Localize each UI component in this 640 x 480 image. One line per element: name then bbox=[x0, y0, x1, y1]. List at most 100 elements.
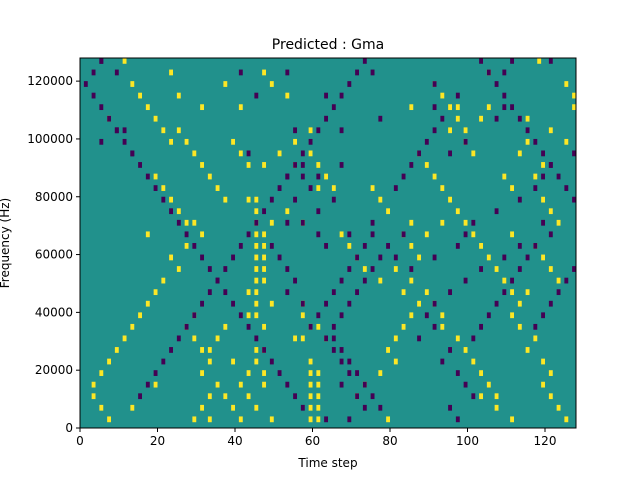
heatmap-cell-low bbox=[285, 173, 290, 180]
heatmap-cell-high bbox=[254, 347, 259, 353]
heatmap-cell-low bbox=[409, 266, 414, 272]
heatmap-cell-high bbox=[254, 208, 259, 215]
heatmap-cell-low bbox=[517, 243, 522, 249]
x-tick-label: 40 bbox=[227, 434, 242, 448]
heatmap-cell-low bbox=[285, 266, 290, 272]
heatmap-cell-high bbox=[99, 370, 104, 376]
heatmap-cell-high bbox=[517, 150, 522, 157]
heatmap-cell-low bbox=[572, 266, 577, 272]
heatmap-cell-low bbox=[293, 162, 298, 168]
heatmap-cell-low bbox=[347, 81, 352, 87]
heatmap-cell-high bbox=[517, 323, 522, 330]
heatmap-cell-high bbox=[308, 370, 313, 376]
heatmap-cell-high bbox=[215, 185, 220, 191]
heatmap-cell-high bbox=[246, 162, 251, 168]
heatmap-cell-high bbox=[176, 208, 181, 215]
heatmap-cell-low bbox=[541, 312, 546, 319]
heatmap-cell-high bbox=[293, 138, 298, 145]
heatmap-cell-high bbox=[393, 358, 398, 365]
heatmap-cell-high bbox=[238, 150, 243, 157]
heatmap-cell-low bbox=[324, 335, 329, 342]
heatmap-cell-low bbox=[254, 335, 259, 342]
heatmap-cell-low bbox=[130, 150, 135, 157]
heatmap-cell-low bbox=[339, 92, 344, 99]
heatmap-cell-low bbox=[355, 393, 360, 400]
heatmap-cell-low bbox=[424, 138, 429, 145]
heatmap-cell-low bbox=[486, 312, 491, 319]
heatmap-cell-high bbox=[231, 138, 236, 145]
heatmap-cell-high bbox=[308, 381, 313, 388]
heatmap-cell-high bbox=[223, 393, 228, 400]
heatmap-cell-low bbox=[285, 289, 290, 296]
x-axis-ticks: 0 20 40 60 80 100 120 bbox=[76, 428, 556, 448]
y-tick-label: 100000 bbox=[27, 132, 73, 146]
heatmap-cell-high bbox=[455, 208, 460, 215]
heatmap-cell-high bbox=[262, 162, 267, 168]
heatmap-cell-high bbox=[184, 219, 189, 226]
heatmap-cell-low bbox=[324, 243, 329, 249]
heatmap-cell-low bbox=[300, 150, 305, 157]
heatmap-cell-high bbox=[207, 393, 212, 400]
heatmap-cell-low bbox=[448, 289, 453, 296]
heatmap-cell-high bbox=[269, 416, 274, 423]
y-tick-label: 80000 bbox=[35, 190, 73, 204]
heatmap-cell-high bbox=[215, 335, 220, 342]
heatmap-cell-high bbox=[455, 104, 460, 111]
heatmap-cell-low bbox=[331, 347, 336, 353]
heatmap-cell-high bbox=[145, 104, 150, 111]
heatmap-cell-high bbox=[510, 416, 515, 423]
y-tick-label: 60000 bbox=[35, 248, 73, 262]
heatmap-cell-high bbox=[99, 404, 104, 411]
heatmap-cell-high bbox=[169, 196, 174, 203]
heatmap-cell-low bbox=[83, 81, 88, 87]
heatmap-cell-high bbox=[262, 231, 267, 238]
heatmap-cell-high bbox=[510, 185, 515, 191]
heatmap-cell-low bbox=[153, 185, 158, 191]
heatmap-cell-high bbox=[300, 312, 305, 319]
heatmap-cell-high bbox=[161, 127, 166, 134]
heatmap-cell-high bbox=[184, 138, 189, 145]
heatmap-cell-low bbox=[285, 219, 290, 226]
heatmap-cell-high bbox=[91, 381, 96, 388]
heatmap-cell-low bbox=[432, 300, 437, 307]
heatmap-cell-high bbox=[254, 289, 259, 296]
heatmap-cell-high bbox=[440, 92, 445, 99]
heatmap-cell-low bbox=[417, 335, 422, 342]
heatmap-cell-high bbox=[324, 173, 329, 180]
heatmap-cell-high bbox=[262, 323, 267, 330]
heatmap-cell-high bbox=[130, 404, 135, 411]
heatmap-cell-low bbox=[533, 323, 538, 330]
heatmap-cell-high bbox=[200, 404, 205, 411]
heatmap-cell-low bbox=[463, 381, 468, 388]
heatmap-cell-high bbox=[246, 370, 251, 376]
heatmap-cell-low bbox=[517, 266, 522, 272]
heatmap-cell-low bbox=[262, 208, 267, 215]
heatmap-cell-high bbox=[215, 381, 220, 388]
heatmap-cell-low bbox=[238, 312, 243, 319]
heatmap-cell-low bbox=[362, 381, 367, 388]
heatmap-cell-low bbox=[331, 196, 336, 203]
y-axis-label: Frequency (Hz) bbox=[0, 198, 12, 289]
y-tick-label: 20000 bbox=[35, 363, 73, 377]
heatmap-cell-low bbox=[316, 208, 321, 215]
heatmap-cell-high bbox=[300, 335, 305, 342]
heatmap-cell-high bbox=[254, 300, 259, 307]
heatmap-cell-high bbox=[393, 266, 398, 272]
heatmap-cell-low bbox=[316, 173, 321, 180]
heatmap-cell-low bbox=[161, 358, 166, 365]
heatmap-cell-high bbox=[254, 312, 259, 319]
heatmap-cell-high bbox=[145, 300, 150, 307]
heatmap-cell-high bbox=[564, 81, 569, 87]
heatmap-cell-low bbox=[339, 347, 344, 353]
heatmap-cell-high bbox=[308, 393, 313, 400]
heatmap-cell-high bbox=[207, 416, 212, 423]
heatmap-cell-low bbox=[339, 312, 344, 319]
heatmap-cell-high bbox=[448, 196, 453, 203]
plot-frame bbox=[79, 57, 577, 429]
heatmap-cell-high bbox=[556, 404, 561, 411]
x-axis-label: Time step bbox=[297, 456, 357, 470]
heatmap-cell-low bbox=[300, 219, 305, 226]
heatmap-cell-high bbox=[223, 196, 228, 203]
heatmap-cell-high bbox=[510, 312, 515, 319]
x-tick-label: 100 bbox=[456, 434, 479, 448]
